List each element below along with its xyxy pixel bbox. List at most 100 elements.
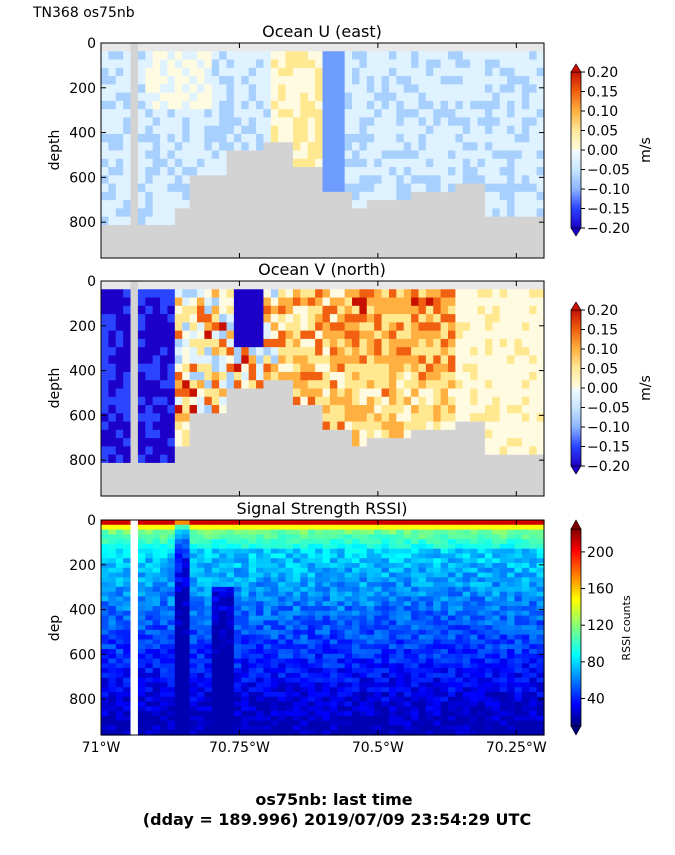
heatmap-cell xyxy=(433,43,442,52)
heatmap-cell xyxy=(300,672,309,679)
heatmap-cell xyxy=(130,109,139,119)
heatmap-cell xyxy=(241,692,250,698)
heatmap-cell xyxy=(492,388,501,398)
heatmap-cell xyxy=(536,471,545,481)
heatmap-cell xyxy=(499,167,508,176)
heatmap-cell xyxy=(388,658,397,664)
heatmap-cell xyxy=(381,553,390,559)
heatmap-cell xyxy=(359,51,368,61)
heatmap-cell xyxy=(278,479,287,489)
heatmap-cell xyxy=(337,591,346,598)
heatmap-cell xyxy=(307,649,316,655)
heatmap-cell xyxy=(167,548,176,555)
heatmap-cell xyxy=(167,586,176,593)
heatmap-cell xyxy=(352,677,361,684)
heatmap-cell xyxy=(470,429,479,439)
heatmap-cell xyxy=(196,43,205,52)
heatmap-cell xyxy=(204,396,213,406)
heatmap-cell xyxy=(101,629,109,636)
heatmap-cell xyxy=(115,668,124,674)
heatmap-cell xyxy=(123,606,132,612)
heatmap-cell xyxy=(115,610,124,617)
heatmap-cell xyxy=(189,529,198,535)
heatmap-cell xyxy=(315,167,324,176)
heatmap-cell xyxy=(219,363,228,373)
heatmap-cell xyxy=(108,563,117,569)
heatmap-cell xyxy=(123,249,132,259)
heatmap-cell xyxy=(174,563,183,569)
heatmap-cell xyxy=(211,615,220,621)
heatmap-cell xyxy=(204,471,213,481)
heatmap-cell xyxy=(160,487,169,497)
heatmap-cell xyxy=(270,730,279,736)
heatmap-cell xyxy=(182,200,191,209)
heatmap-cell xyxy=(160,396,169,406)
heatmap-cell xyxy=(145,620,154,626)
heatmap-cell xyxy=(492,462,501,472)
heatmap-cell xyxy=(137,322,146,332)
heatmap-cell xyxy=(388,462,397,472)
heatmap-cell xyxy=(256,520,265,526)
heatmap-cell xyxy=(256,534,265,540)
plot-area-v xyxy=(101,281,545,497)
heatmap-cell xyxy=(455,67,464,77)
heatmap-cell xyxy=(174,543,183,550)
heatmap-cell xyxy=(248,438,257,447)
heatmap-cell xyxy=(322,314,331,323)
heatmap-cell xyxy=(130,615,139,621)
heatmap-cell xyxy=(130,586,139,593)
heatmap-cell xyxy=(226,534,235,540)
heatmap-cell xyxy=(167,539,176,545)
heatmap-cell xyxy=(329,539,338,545)
heatmap-cell xyxy=(248,233,257,243)
heatmap-cell xyxy=(352,224,361,234)
heatmap-cell xyxy=(219,117,228,127)
heatmap-cell xyxy=(300,241,309,251)
heatmap-cell xyxy=(270,150,279,160)
heatmap-cell xyxy=(204,191,213,201)
heatmap-cell xyxy=(204,577,213,583)
heatmap-cell xyxy=(189,620,198,626)
heatmap-cell xyxy=(521,380,530,390)
heatmap-cell xyxy=(462,363,471,373)
heatmap-cell xyxy=(418,200,427,209)
heatmap-cell xyxy=(263,224,272,234)
heatmap-cell xyxy=(123,644,132,650)
heatmap-cell xyxy=(329,413,338,423)
heatmap-cell xyxy=(123,446,132,456)
heatmap-cell xyxy=(115,297,124,307)
heatmap-cell xyxy=(115,43,124,52)
heatmap-cell xyxy=(329,200,338,209)
heatmap-cell xyxy=(455,125,464,135)
heatmap-cell xyxy=(189,289,198,299)
heatmap-cell xyxy=(130,59,139,69)
heatmap-cell xyxy=(241,677,250,684)
heatmap-cell xyxy=(263,725,272,731)
heatmap-cell xyxy=(160,380,169,390)
heatmap-cell xyxy=(418,167,427,176)
heatmap-cell xyxy=(307,388,316,398)
heatmap-cell xyxy=(182,133,191,143)
heatmap-cell xyxy=(248,687,257,693)
heatmap-cell xyxy=(248,338,257,348)
heatmap-cell xyxy=(359,289,368,299)
heatmap-cell xyxy=(145,543,154,550)
heatmap-cell xyxy=(211,548,220,555)
heatmap-cell xyxy=(219,730,228,736)
heatmap-cell xyxy=(374,305,383,315)
heatmap-cell xyxy=(329,117,338,127)
heatmap-cell xyxy=(470,249,479,259)
heatmap-cell xyxy=(211,429,220,439)
heatmap-cell xyxy=(366,687,375,693)
heatmap-cell xyxy=(322,413,331,423)
heatmap-cell xyxy=(226,620,235,626)
heatmap-cell xyxy=(101,687,109,693)
heatmap-cell xyxy=(174,610,183,617)
heatmap-cell xyxy=(204,534,213,540)
heatmap-cell xyxy=(381,330,390,340)
heatmap-cell xyxy=(285,233,294,243)
heatmap-cell xyxy=(219,380,228,390)
heatmap-cell xyxy=(278,84,287,94)
heatmap-cell xyxy=(108,620,117,626)
heatmap-cell xyxy=(174,682,183,688)
